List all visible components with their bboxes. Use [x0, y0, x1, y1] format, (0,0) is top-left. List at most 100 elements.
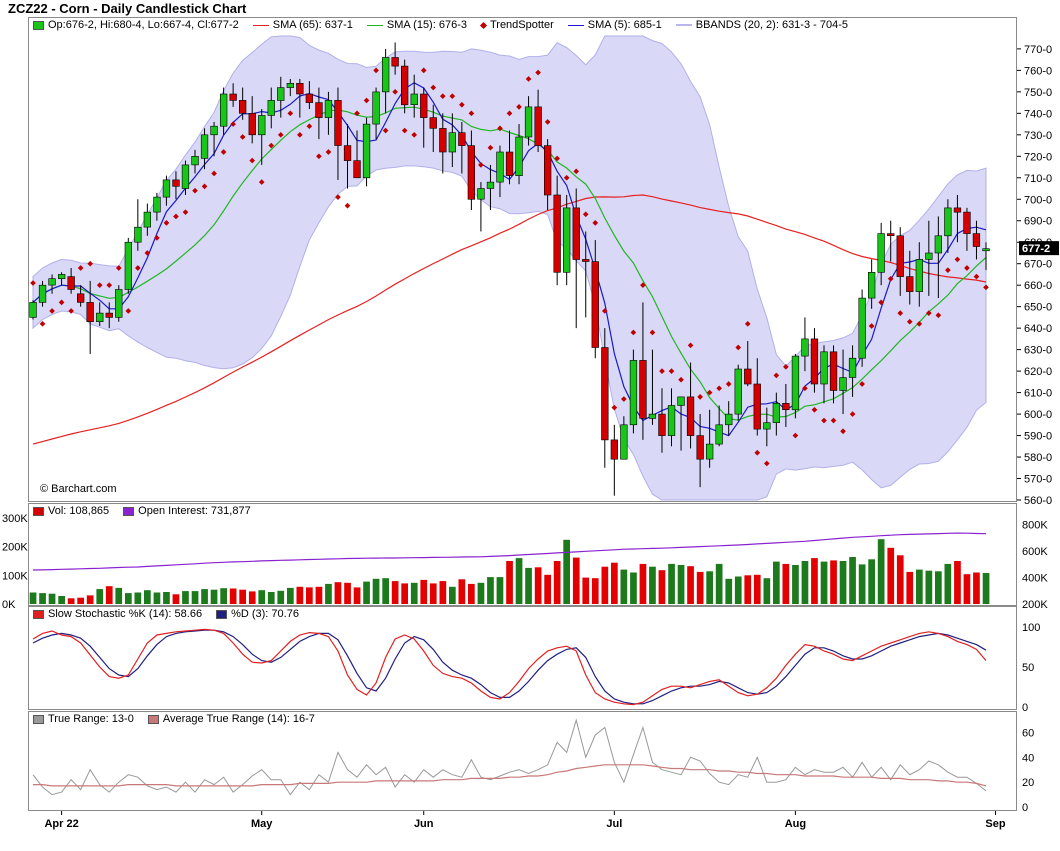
candle-body [848, 357, 857, 378]
ohlc-swatch-icon [33, 20, 44, 30]
legend-tr-text: True Range: 13-0 [48, 713, 134, 725]
candle-body [972, 233, 981, 247]
candle-body [963, 211, 971, 234]
candle-body [562, 207, 571, 273]
price-legend: Op:676-2, Hi:680-4, Lo:667-4, Cl:677-2 S… [29, 18, 848, 32]
candle-body [162, 179, 171, 198]
trendspotter-dot [973, 273, 980, 280]
trendspotter-dot [925, 310, 932, 316]
volume-right-tick: 800K [1022, 520, 1048, 532]
price-tick-label: 560-0 [1024, 495, 1052, 507]
trendspotter-dot [258, 179, 265, 185]
sma15-swatch-icon [366, 24, 383, 26]
volume-bar [906, 571, 914, 604]
trendspotter-dot [459, 101, 465, 108]
trendspotter-dot [220, 149, 227, 155]
volume-bar [582, 577, 590, 604]
volume-bar [353, 587, 361, 604]
candle-body [667, 405, 676, 436]
trendspotter-dot [87, 260, 94, 267]
volume-bar [287, 587, 294, 604]
oi-swatch-icon [123, 506, 135, 516]
candle-body [696, 435, 704, 460]
trendspotter-dot [239, 134, 246, 140]
volume-bar [420, 579, 428, 604]
volume-bar [449, 586, 456, 604]
candle-body [191, 156, 199, 166]
volume-bar [239, 589, 246, 604]
trendspotter-dot [849, 411, 856, 417]
candle-body [143, 211, 151, 228]
volume-bar [429, 583, 437, 604]
volume-bar [954, 561, 961, 604]
candle-body [343, 145, 352, 161]
bbands-swatch-icon [675, 24, 692, 26]
volume-bar [67, 598, 75, 604]
atr-tick: 20 [1022, 777, 1034, 789]
volume-bar [172, 594, 180, 604]
candle-body [867, 271, 876, 299]
last-price-label: 677-2 [1022, 243, 1050, 255]
trendspotter-dot [868, 323, 875, 329]
candle-body [277, 87, 285, 101]
volume-left-tick: 200K [2, 542, 28, 554]
volume-plot: 300K 200K 100K 0K 800K 600K 400K 200K [2, 513, 1048, 611]
watermark: © Barchart.com [40, 483, 117, 495]
candle-body [648, 413, 657, 419]
trendspotter-dot [68, 308, 74, 314]
volume-bar [258, 590, 266, 604]
candle-body [362, 123, 371, 179]
stoch-d-line [32, 629, 987, 705]
trendspotter-dot [306, 123, 313, 130]
volume-bar [763, 578, 771, 604]
trendspotter-dot [735, 344, 742, 351]
price-tick-label: 580-0 [1024, 452, 1052, 464]
candle-body [220, 93, 228, 127]
volume-bar [267, 592, 275, 604]
legend-bbands: BBANDS (20, 2): 631-3 - 704-5 [675, 19, 848, 31]
candle-body [286, 83, 294, 88]
candle-body [772, 402, 780, 423]
legend-sma5: SMA (5): 685-1 [567, 19, 662, 31]
trendspotter-dot [601, 308, 608, 314]
candle-body [305, 93, 313, 103]
candle-body [38, 284, 47, 303]
trendspotter-dot [878, 299, 884, 306]
trendspotter-dot [297, 131, 303, 138]
volume-bar [658, 570, 666, 604]
candle-body [858, 297, 866, 359]
candle-body [753, 383, 761, 430]
candle-body [791, 355, 800, 411]
candle-body [181, 164, 190, 189]
trendspotter-dot [173, 213, 179, 220]
candle-body [553, 194, 561, 273]
candle-body [877, 233, 885, 273]
atr-plot: 60 40 20 0 [32, 718, 1034, 814]
candle-body [572, 207, 580, 260]
price-tick-label: 630-0 [1024, 345, 1052, 357]
trendspotter-dot [201, 183, 208, 190]
volume-bar [410, 582, 418, 604]
candle-body [96, 312, 104, 323]
trendspotter-dot [621, 396, 627, 402]
volume-bar [944, 563, 952, 604]
candle-body [820, 351, 828, 385]
trendspotter-dot [478, 162, 484, 168]
trendspotter-dot [744, 321, 751, 327]
trendspotter-dot [792, 432, 799, 439]
trendspotter-dot [144, 250, 151, 256]
volume-bar [725, 578, 733, 604]
volume-bar [58, 596, 65, 604]
trendspotter-dot [154, 235, 160, 241]
trendspotter-dot [840, 428, 846, 435]
trendspotter-dot [802, 385, 808, 392]
price-tick-label: 600-0 [1024, 409, 1052, 421]
candle-body [715, 424, 723, 445]
volume-bar [487, 577, 494, 604]
candle-body [839, 377, 847, 391]
volume-bar [916, 569, 923, 604]
volume-bar [534, 567, 542, 604]
volume-left-tick: 0K [2, 599, 16, 611]
trendspotter-dot [916, 321, 923, 327]
